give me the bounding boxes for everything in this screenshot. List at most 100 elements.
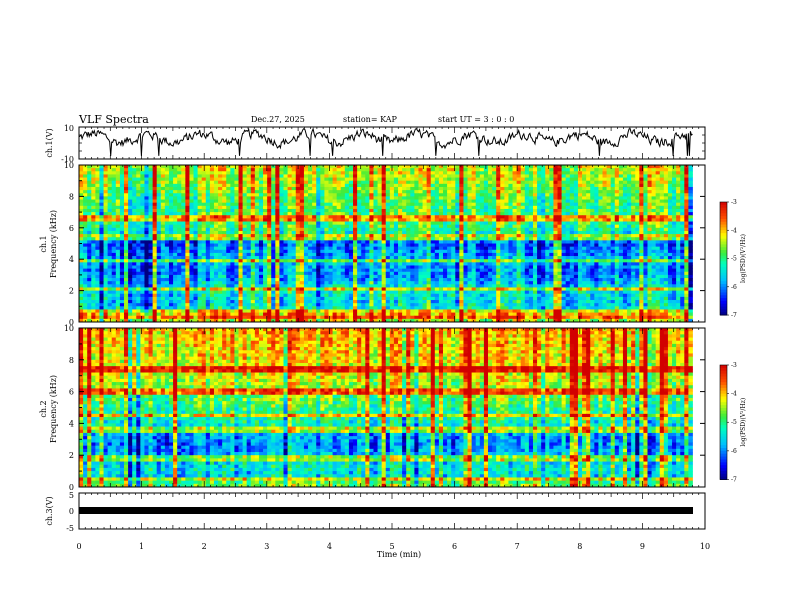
spectrogram-cell	[516, 249, 522, 254]
spectrogram-cell	[316, 196, 321, 200]
spectrogram-cell	[590, 246, 595, 251]
spectrogram-cell	[598, 190, 603, 194]
spectrogram-cell	[455, 227, 460, 232]
spectrogram-cell	[684, 215, 689, 219]
station-label: station= KAP	[343, 115, 398, 124]
spectrogram-cell	[577, 243, 583, 248]
spectrogram-cell	[87, 234, 92, 238]
spectrogram-cell	[471, 234, 477, 238]
spectrogram-cell	[209, 243, 215, 248]
spectrogram-cell	[140, 171, 145, 175]
spectrogram-cell	[275, 234, 280, 238]
spectrogram-cell	[140, 234, 145, 238]
spectrogram-cell	[455, 256, 460, 260]
spectrogram-cell	[83, 256, 88, 260]
spectrogram-cell	[483, 212, 489, 216]
spectrogram-cell	[246, 177, 252, 182]
spectrogram-cell	[79, 180, 84, 185]
spectrogram-cell	[389, 180, 395, 185]
spectrogram-cell	[312, 246, 317, 251]
spectrogram-cell	[557, 259, 562, 263]
spectrogram-cell	[303, 259, 309, 263]
spectrogram-cell	[479, 215, 485, 219]
spectrogram-cell	[463, 218, 468, 222]
spectrogram-cell	[393, 218, 399, 222]
spectrogram-cell	[328, 227, 333, 232]
spectrogram-cell	[344, 196, 350, 200]
spectrogram-cell	[103, 193, 109, 197]
spectrogram-cell	[487, 193, 493, 197]
spectrogram-cell	[463, 252, 468, 257]
spectrogram-cell	[487, 227, 493, 232]
spectrogram-cell	[148, 237, 154, 241]
spectrogram-cell	[95, 224, 100, 229]
spectrogram-cell	[222, 240, 227, 244]
spectrogram-cell	[582, 215, 587, 219]
spectrogram-cell	[279, 190, 284, 194]
spectrogram-cell	[279, 243, 284, 248]
spectrogram-cell	[684, 249, 689, 254]
spectrogram-cell	[651, 199, 657, 204]
spectrogram-cell	[324, 205, 329, 210]
spectrogram-cell	[402, 259, 407, 263]
spectrogram-cell	[573, 234, 579, 238]
spectrogram-cell	[455, 243, 460, 248]
spectrogram-cell	[95, 183, 100, 188]
spectrogram-cell	[528, 205, 534, 210]
spectrogram-cell	[455, 174, 460, 178]
spectrogram-cell	[524, 168, 530, 172]
spectrogram-cell	[136, 165, 141, 169]
spectrogram-cell	[688, 202, 693, 207]
spectrogram-cell	[361, 190, 366, 194]
spectrogram-cell	[443, 246, 448, 251]
spectrogram-cell	[238, 180, 243, 185]
spectrogram-cell	[377, 262, 383, 266]
spectrogram-cell	[103, 252, 109, 257]
spectrogram-cell	[463, 234, 468, 238]
spectrogram-cell	[537, 177, 542, 182]
spectrogram-cell	[672, 227, 677, 232]
spectrogram-cell	[496, 180, 501, 185]
spectrogram-cell	[475, 237, 481, 241]
spectrogram-cell	[520, 171, 526, 175]
spectrogram-cell	[667, 259, 673, 263]
spectrogram-cell	[647, 252, 652, 257]
spectrogram-cell	[87, 174, 92, 178]
spectrogram-cell	[622, 212, 628, 216]
spectrogram-cell	[549, 243, 554, 248]
spectrogram-cell	[348, 171, 354, 175]
spectrogram-cell	[426, 227, 432, 232]
spectrogram-cell	[577, 249, 583, 254]
spectrogram-cell	[152, 249, 158, 254]
spectrogram-cell	[381, 265, 387, 270]
spectrogram-cell	[541, 218, 546, 222]
spectrogram-cell	[148, 180, 154, 185]
spectrogram-cell	[369, 262, 374, 266]
spectrogram-cell	[655, 265, 661, 270]
spectrogram-cell	[295, 174, 301, 178]
spectrogram-cell	[483, 249, 489, 254]
spectrogram-cell	[287, 205, 293, 210]
spectrogram-cell	[156, 199, 162, 204]
spectrogram-cell	[520, 174, 526, 178]
spectrogram-cell	[545, 227, 550, 232]
spectrogram-cell	[504, 208, 509, 213]
spectrogram-cell	[308, 196, 313, 200]
spectrogram-cell	[148, 202, 154, 207]
spectrogram-cell	[287, 265, 293, 270]
spectrogram-cell	[218, 237, 223, 241]
spectrogram-cell	[99, 180, 104, 185]
spectrogram-cell	[234, 240, 239, 244]
spectrogram-cell	[385, 262, 391, 266]
spectrogram-cell	[582, 199, 587, 204]
spectrogram-cell	[561, 205, 567, 210]
spectrogram-cell	[676, 202, 681, 207]
spectrogram-cell	[365, 180, 370, 185]
spectrogram-cell	[680, 190, 685, 194]
spectrogram-cell	[201, 259, 207, 263]
spectrogram-cell	[393, 224, 399, 229]
spectrogram-cell	[242, 237, 248, 241]
spectrogram-cell	[414, 237, 419, 241]
spectrogram-cell	[132, 243, 137, 248]
spectrogram-cell	[299, 240, 305, 244]
